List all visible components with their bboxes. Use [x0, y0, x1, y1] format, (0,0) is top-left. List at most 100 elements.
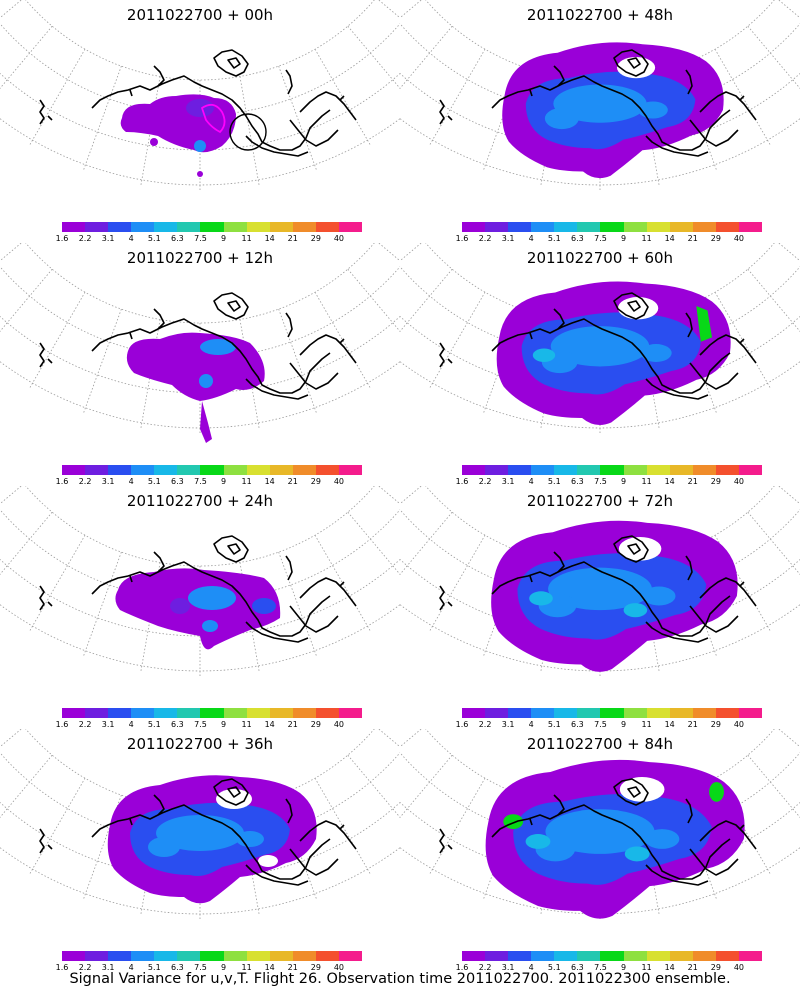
- colorbar-swatch: [85, 951, 109, 961]
- colorbar-swatch: [223, 465, 247, 475]
- colorbar-tick-label: 14: [664, 477, 675, 486]
- panel-title: 2011022700 + 60h: [526, 249, 674, 267]
- colorbar-swatch: [269, 951, 293, 961]
- polar-map: [0, 243, 400, 443]
- colorbar-swatch: [531, 222, 555, 232]
- colorbar-tick-label: 1.6: [55, 963, 69, 972]
- colorbar-swatch: [669, 222, 693, 232]
- colorbar-swatch: [131, 222, 155, 232]
- colorbar-swatch: [315, 708, 339, 718]
- panel-title: 2011022700 + 36h: [126, 735, 274, 753]
- colorbar-tick-label: 9: [620, 720, 627, 729]
- colorbar-swatch: [554, 708, 578, 718]
- colorbar-swatch: [269, 465, 293, 475]
- colorbar-tick-label: 4: [528, 477, 534, 486]
- colorbar-tick-label: 11: [641, 963, 652, 972]
- forecast-panel: 2011022700 + 00h 1.6 2.2 3.1 4 5.1 6.3 7.5 9 11 14…: [0, 0, 400, 245]
- polar-map: [400, 729, 800, 919]
- colorbar-swatch: [108, 708, 132, 718]
- colorbar-tick-label: 7.5: [594, 963, 607, 972]
- colorbar-swatch: [669, 951, 693, 961]
- colorbar: [62, 465, 363, 475]
- colorbar-tick-label: 6.3: [171, 234, 184, 243]
- colorbar-ticks: 1.6 2.2 3.1 4 5.1 6.3 7.5 9 11 14 21 29 40: [56, 234, 362, 244]
- colorbar-tick-label: 14: [264, 234, 275, 243]
- forecast-panel: 2011022700 + 84h 1.6 2.2 3.1 4 5.1 6.3 7.5 9 11 14…: [400, 729, 800, 974]
- colorbar-swatch: [292, 708, 316, 718]
- coastlines: [439, 778, 757, 886]
- colorbar-tick-label: 2.2: [478, 234, 492, 243]
- colorbar-tick-label: 21: [287, 720, 298, 729]
- colorbar-tick-label: 11: [241, 234, 252, 243]
- colorbar-swatch: [246, 708, 270, 718]
- polar-map: [400, 0, 800, 190]
- colorbar-swatch: [600, 465, 624, 475]
- colorbar-tick-label: 21: [287, 477, 298, 486]
- colorbar-tick-label: 9: [220, 234, 227, 243]
- colorbar-swatch: [554, 951, 578, 961]
- colorbar-swatch: [338, 222, 363, 232]
- colorbar-swatch: [554, 222, 578, 232]
- colorbar-swatch: [738, 708, 763, 718]
- colorbar-swatch: [177, 222, 201, 232]
- colorbar-swatch: [62, 708, 86, 718]
- colorbar-tick-label: 6.3: [571, 720, 584, 729]
- colorbar-ticks: 1.6 2.2 3.1 4 5.1 6.3 7.5 9 11 14 21 29 40: [456, 477, 762, 487]
- colorbar-swatch: [154, 708, 178, 718]
- colorbar-swatch: [85, 708, 109, 718]
- colorbar-swatch: [462, 465, 486, 475]
- colorbar-tick-label: 2.2: [78, 477, 92, 486]
- variance-field: [502, 42, 724, 179]
- colorbar-tick-label: 7.5: [594, 720, 607, 729]
- colorbar-tick-label: 5.1: [547, 720, 561, 729]
- colorbar-tick-label: 14: [664, 963, 675, 972]
- colorbar-swatch: [531, 708, 555, 718]
- colorbar-tick-label: 40: [333, 234, 345, 243]
- colorbar-tick-label: 21: [287, 963, 298, 972]
- colorbar-swatch: [531, 951, 555, 961]
- colorbar-tick-label: 3.1: [101, 963, 115, 972]
- colorbar-swatch: [292, 465, 316, 475]
- colorbar: [62, 951, 363, 961]
- colorbar-tick-label: 6.3: [571, 963, 584, 972]
- colorbar-swatch: [85, 222, 109, 232]
- colorbar-swatch: [462, 951, 486, 961]
- figure-caption: Signal Variance for u,v,T. Flight 26. Ob…: [69, 971, 731, 987]
- coastlines: [439, 292, 757, 400]
- colorbar-swatch: [462, 708, 486, 718]
- colorbar-tick-label: 6.3: [571, 477, 584, 486]
- colorbar-tick-label: 9: [220, 477, 227, 486]
- colorbar-ticks: 1.6 2.2 3.1 4 5.1 6.3 7.5 9 11 14 21 29 40: [456, 720, 762, 730]
- colorbar-swatch: [269, 708, 293, 718]
- colorbar-ticks: 1.6 2.2 3.1 4 5.1 6.3 7.5 9 11 14 21 29 40: [456, 963, 762, 973]
- colorbar-tick-label: 7.5: [194, 234, 207, 243]
- colorbar-swatch: [738, 465, 763, 475]
- colorbar-tick-label: 40: [333, 963, 345, 972]
- colorbar-tick-label: 1.6: [455, 234, 469, 243]
- colorbar-ticks: 1.6 2.2 3.1 4 5.1 6.3 7.5 9 11 14 21 29 40: [456, 234, 762, 244]
- colorbar-tick-label: 7.5: [194, 477, 207, 486]
- colorbar-swatch: [485, 708, 509, 718]
- panel-title: 2011022700 + 72h: [526, 492, 674, 510]
- colorbar-tick-label: 3.1: [101, 234, 115, 243]
- colorbar-swatch: [692, 951, 716, 961]
- colorbar-tick-label: 5.1: [547, 477, 561, 486]
- colorbar-tick-label: 2.2: [78, 720, 92, 729]
- colorbar-tick-label: 5.1: [147, 720, 161, 729]
- colorbar-tick-label: 6.3: [171, 477, 184, 486]
- coastlines: [39, 535, 357, 643]
- colorbar-tick-label: 2.2: [478, 963, 492, 972]
- colorbar-tick-label: 21: [687, 963, 698, 972]
- colorbar-swatch: [508, 222, 532, 232]
- colorbar-tick-label: 4: [128, 720, 134, 729]
- colorbar-tick-label: 1.6: [455, 477, 469, 486]
- panel-title: 2011022700 + 12h: [126, 249, 274, 267]
- colorbar-tick-label: 40: [733, 720, 745, 729]
- colorbar-swatch: [200, 951, 224, 961]
- colorbar-swatch: [715, 465, 739, 475]
- colorbar-tick-label: 5.1: [547, 963, 561, 972]
- colorbar-tick-label: 1.6: [55, 720, 69, 729]
- colorbar-tick-label: 21: [687, 720, 698, 729]
- variance-field: [126, 332, 265, 443]
- colorbar-swatch: [646, 951, 670, 961]
